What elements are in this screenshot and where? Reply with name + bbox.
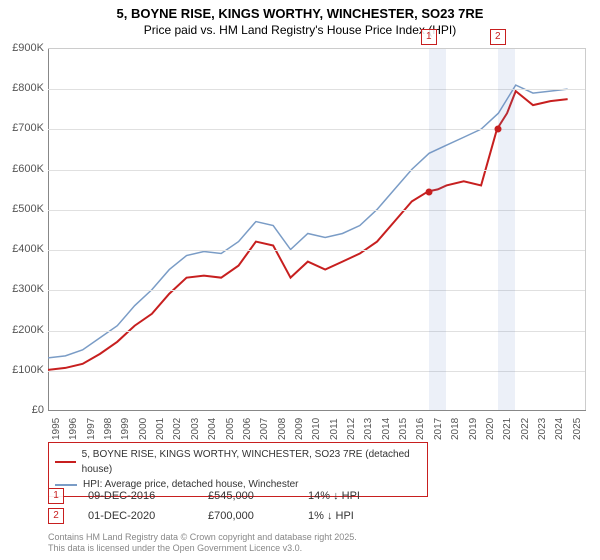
marker-diff: 1% ↓ HPI	[308, 510, 408, 522]
series-line	[48, 91, 568, 370]
x-tick-label: 2020	[485, 418, 496, 440]
footer-attribution: Contains HM Land Registry data © Crown c…	[48, 532, 357, 555]
x-axis	[48, 410, 586, 411]
x-tick-label: 2007	[259, 418, 270, 440]
marker-badge: 2	[48, 508, 64, 524]
x-tick-label: 2023	[537, 418, 548, 440]
y-tick-label: £600K	[0, 163, 44, 175]
x-tick-label: 1997	[86, 418, 97, 440]
chart-title-line1: 5, BOYNE RISE, KINGS WORTHY, WINCHESTER,…	[0, 0, 600, 23]
x-tick-label: 2021	[502, 418, 513, 440]
x-tick-label: 2024	[554, 418, 565, 440]
marker-price: £545,000	[208, 490, 308, 502]
legend-swatch	[55, 461, 76, 463]
marker-price: £700,000	[208, 510, 308, 522]
x-tick-label: 1996	[68, 418, 79, 440]
chart-marker-label: 2	[490, 29, 506, 45]
x-tick-label: 2015	[398, 418, 409, 440]
x-tick-label: 1999	[120, 418, 131, 440]
y-tick-label: £500K	[0, 203, 44, 215]
x-tick-label: 1995	[51, 418, 62, 440]
legend-item: 5, BOYNE RISE, KINGS WORTHY, WINCHESTER,…	[55, 447, 421, 477]
x-tick-label: 2000	[138, 418, 149, 440]
legend-text: 5, BOYNE RISE, KINGS WORTHY, WINCHESTER,…	[82, 447, 421, 477]
x-tick-label: 2022	[520, 418, 531, 440]
x-tick-label: 1998	[103, 418, 114, 440]
y-tick-label: £100K	[0, 364, 44, 376]
chart-plot-area: 12	[48, 48, 586, 410]
marker-row: 2 01-DEC-2020 £700,000 1% ↓ HPI	[48, 506, 408, 526]
marker-date: 09-DEC-2016	[88, 490, 208, 502]
footer-line: This data is licensed under the Open Gov…	[48, 543, 357, 554]
x-tick-label: 2004	[207, 418, 218, 440]
marker-date: 01-DEC-2020	[88, 510, 208, 522]
x-tick-label: 2018	[450, 418, 461, 440]
y-tick-label: £900K	[0, 42, 44, 54]
x-tick-label: 2001	[155, 418, 166, 440]
x-tick-label: 2005	[225, 418, 236, 440]
chart-marker-dot	[425, 188, 432, 195]
series-line	[48, 85, 568, 358]
x-tick-label: 2017	[433, 418, 444, 440]
chart-marker-label: 1	[421, 29, 437, 45]
highlight-band	[429, 49, 446, 410]
x-tick-label: 2003	[190, 418, 201, 440]
x-tick-label: 2013	[363, 418, 374, 440]
x-tick-label: 2009	[294, 418, 305, 440]
chart-title-line2: Price paid vs. HM Land Registry's House …	[0, 23, 600, 41]
y-tick-label: £800K	[0, 82, 44, 94]
x-tick-label: 2002	[172, 418, 183, 440]
y-tick-label: £200K	[0, 324, 44, 336]
x-tick-label: 2014	[381, 418, 392, 440]
y-tick-label: £700K	[0, 122, 44, 134]
highlight-band	[498, 49, 515, 410]
x-tick-label: 2019	[468, 418, 479, 440]
chart-marker-dot	[494, 126, 501, 133]
x-tick-label: 2006	[242, 418, 253, 440]
x-tick-label: 2010	[311, 418, 322, 440]
x-tick-label: 2011	[329, 418, 340, 440]
marker-row: 1 09-DEC-2016 £545,000 14% ↓ HPI	[48, 486, 408, 506]
x-tick-label: 2025	[572, 418, 583, 440]
x-tick-label: 2012	[346, 418, 357, 440]
x-tick-label: 2016	[415, 418, 426, 440]
y-tick-label: £400K	[0, 243, 44, 255]
marker-badge: 1	[48, 488, 64, 504]
footer-line: Contains HM Land Registry data © Crown c…	[48, 532, 357, 543]
y-tick-label: £0	[0, 404, 44, 416]
marker-diff: 14% ↓ HPI	[308, 490, 408, 502]
marker-table: 1 09-DEC-2016 £545,000 14% ↓ HPI 2 01-DE…	[48, 486, 408, 526]
x-tick-label: 2008	[277, 418, 288, 440]
y-tick-label: £300K	[0, 283, 44, 295]
